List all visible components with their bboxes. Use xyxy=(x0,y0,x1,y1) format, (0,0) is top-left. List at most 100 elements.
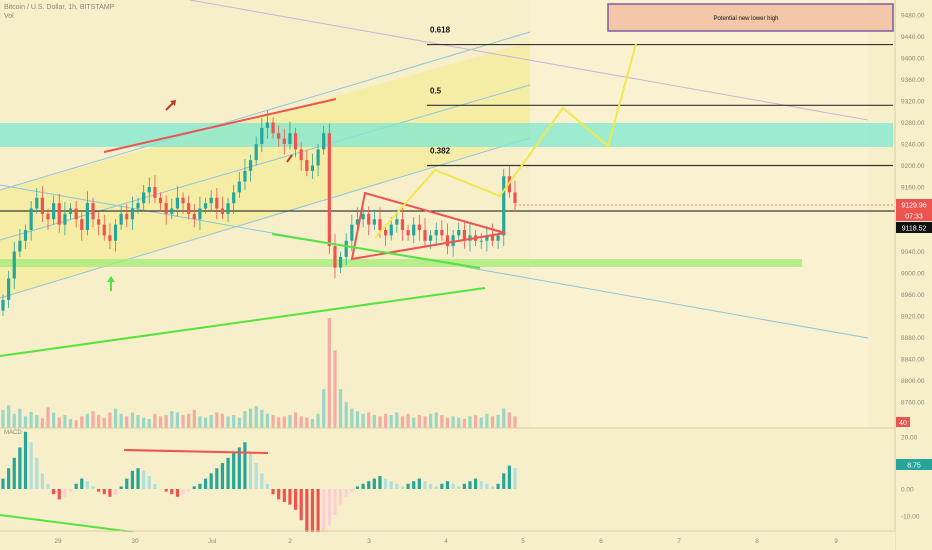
macd-bar xyxy=(147,476,151,489)
time-tick-label: 5 xyxy=(521,538,525,545)
svg-text:07:33: 07:33 xyxy=(905,214,923,221)
macd-bar xyxy=(52,489,56,495)
time-axis[interactable] xyxy=(0,532,895,550)
candle-body xyxy=(119,213,123,225)
volume-bar xyxy=(271,415,275,428)
svg-text:8.75: 8.75 xyxy=(907,463,921,470)
channel-top-line xyxy=(0,31,531,191)
svg-text:9129.96: 9129.96 xyxy=(901,203,926,210)
volume-bar xyxy=(429,413,433,428)
candle-body xyxy=(383,230,388,236)
candle-body xyxy=(232,192,236,204)
macd-bar xyxy=(417,478,421,489)
macd-bar xyxy=(423,481,427,489)
macd-bar xyxy=(265,483,270,489)
projection-zone xyxy=(530,0,868,428)
candle-body xyxy=(462,230,466,241)
time-axis-ticks: 29 30 Jul 2 3 4 5 6 7 8 9 xyxy=(54,538,838,545)
macd-tick-label: 0.00 xyxy=(901,487,914,494)
volume-bar xyxy=(68,418,73,428)
macd-bar xyxy=(198,483,202,489)
price-badge-timer: 07:33 xyxy=(896,210,932,221)
green-trend-line-mid xyxy=(271,233,481,269)
candle-body xyxy=(29,208,33,230)
candle-body xyxy=(12,251,16,279)
macd-bar xyxy=(355,486,360,489)
macd-bar xyxy=(226,457,230,489)
volume-bar xyxy=(513,416,517,428)
red-arrow-icon xyxy=(165,100,176,111)
macd-bar xyxy=(288,489,292,505)
macd-bar xyxy=(395,483,399,489)
volume-bar xyxy=(383,413,388,428)
price-tick-label: 9480.00 xyxy=(901,13,925,20)
volume-bar xyxy=(316,413,320,428)
price-tick-label: 9000.00 xyxy=(901,271,925,278)
candle-body xyxy=(400,219,405,230)
green-up-arrow-icon xyxy=(107,276,115,291)
triangle-pattern xyxy=(350,191,506,261)
candle-body xyxy=(327,133,331,247)
candle-body xyxy=(355,219,360,225)
volume-bar xyxy=(490,416,495,428)
price-tick-label: 8840.00 xyxy=(901,357,925,364)
macd-bar xyxy=(400,486,405,489)
macd-tick-label: 20.00 xyxy=(901,435,918,442)
volume-bar xyxy=(468,416,472,428)
macd-green-line xyxy=(0,514,134,533)
macd-bar xyxy=(170,489,174,495)
candle-body xyxy=(91,203,95,220)
candle-body xyxy=(74,208,78,220)
candle-body xyxy=(344,240,348,257)
candle-body xyxy=(322,133,326,150)
volume-bar xyxy=(40,418,44,428)
macd-bar xyxy=(350,489,354,492)
macd-bar xyxy=(181,489,185,495)
candle-body xyxy=(305,160,309,171)
candle-body xyxy=(434,230,438,236)
red-trend-line-top xyxy=(103,98,337,153)
volume-title: Vol xyxy=(4,13,14,20)
candle-body xyxy=(288,133,292,144)
macd-title: MACD xyxy=(4,430,22,436)
macd-bar xyxy=(74,483,78,489)
price-axis[interactable] xyxy=(895,0,932,550)
volume-bar xyxy=(85,413,89,428)
volume-bar xyxy=(119,413,123,428)
volume-bar xyxy=(479,417,483,428)
volume-bar xyxy=(423,416,427,428)
macd-bar xyxy=(316,489,320,550)
macd-bar xyxy=(203,478,208,489)
candle-body xyxy=(108,235,112,241)
volume-bar xyxy=(288,415,292,428)
macd-bar xyxy=(12,457,16,489)
volume-bar xyxy=(406,413,410,428)
macd-divergence-line xyxy=(123,449,269,454)
candle-body xyxy=(226,203,230,214)
volume-bar xyxy=(158,416,163,428)
macd-bar xyxy=(220,463,225,489)
macd-histogram xyxy=(1,431,517,550)
rising-channel-fill xyxy=(0,42,530,298)
volume-bar xyxy=(192,409,196,428)
volume-bar xyxy=(367,412,371,428)
candle-body xyxy=(265,122,270,128)
macd-bar xyxy=(68,489,73,492)
macd-bar xyxy=(299,489,303,521)
candle-body xyxy=(451,235,455,247)
candle-body xyxy=(277,133,281,139)
price-tick-label: 8800.00 xyxy=(901,378,925,385)
candle-body xyxy=(18,240,22,252)
price-tick-label: 9320.00 xyxy=(901,99,925,106)
channel-bottom-line xyxy=(0,137,531,299)
fib-label: 0.382 xyxy=(430,147,451,156)
volume-bar xyxy=(440,415,444,428)
volume-bars xyxy=(1,318,517,428)
macd-bar xyxy=(108,489,112,497)
volume-bar xyxy=(203,417,208,428)
candle-body xyxy=(52,203,56,220)
time-tick-label: 3 xyxy=(367,538,371,545)
candle-body xyxy=(316,149,320,166)
time-tick-label: 6 xyxy=(599,538,603,545)
